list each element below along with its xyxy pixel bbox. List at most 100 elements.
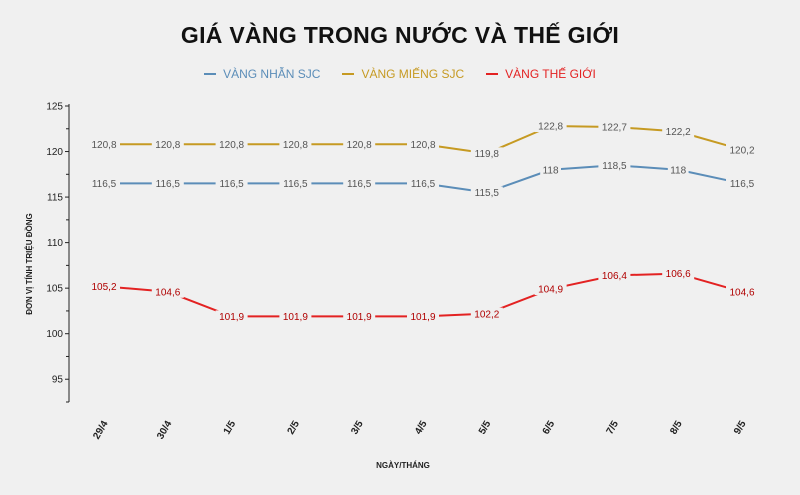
data-label-bg — [343, 177, 376, 190]
data-label: 120,8 — [219, 140, 244, 151]
data-label-bg — [151, 177, 184, 190]
data-label: 122,7 — [602, 123, 627, 134]
series-line — [103, 272, 743, 318]
data-label: 116,5 — [347, 179, 372, 190]
data-label-bg — [343, 138, 376, 151]
y-tick-label: 110 — [47, 238, 63, 249]
y-axis-title: ĐƠN VỊ TÍNH TRIỆU ĐỒNG — [24, 213, 34, 315]
data-label: 122,2 — [666, 127, 691, 138]
data-label: 106,6 — [666, 269, 691, 280]
data-label: 115,5 — [475, 188, 500, 199]
data-label: 118 — [543, 165, 559, 176]
x-tick-label: 29/4 — [91, 419, 110, 442]
data-label: 101,9 — [283, 312, 308, 323]
y-tick-label: 95 — [52, 375, 64, 386]
legend-item: VÀNG THẾ GIỚI — [486, 67, 596, 81]
data-label-bg — [726, 177, 758, 190]
legend-label: VÀNG THẾ GIỚI — [505, 67, 596, 81]
x-tick-label: 30/4 — [155, 419, 174, 442]
data-label-bg — [215, 138, 248, 151]
data-label-bg — [407, 138, 439, 151]
data-label: 104,9 — [538, 285, 563, 296]
data-label-bg — [151, 138, 184, 151]
data-label: 104,6 — [155, 287, 180, 298]
data-label-bg — [726, 143, 758, 156]
legend-label: VÀNG MIẾNG SJC — [361, 67, 465, 81]
legend-item: VÀNG MIẾNG SJC — [342, 67, 464, 81]
x-tick-label: 4/5 — [413, 419, 430, 437]
data-label-bg — [151, 285, 184, 298]
data-label-bg — [470, 147, 503, 160]
data-label: 120,8 — [410, 140, 435, 151]
y-tick-label: 100 — [46, 329, 63, 340]
data-label-bg — [279, 310, 312, 323]
data-label: 116,5 — [283, 179, 308, 190]
data-label: 120,8 — [155, 140, 180, 151]
x-tick-label: 5/5 — [477, 419, 494, 437]
x-tick-label: 3/5 — [349, 419, 366, 437]
data-label: 120,8 — [283, 140, 308, 151]
x-tick-label: 7/5 — [605, 419, 622, 437]
data-label-bg — [667, 163, 689, 176]
x-tick-label: 2/5 — [286, 419, 303, 437]
data-label-bg — [279, 177, 312, 190]
x-tick-label: 9/5 — [732, 419, 749, 437]
x-axis-title: NGÀY/THÁNG — [376, 461, 430, 470]
data-label: 118,5 — [602, 161, 627, 172]
data-label-bg — [407, 310, 439, 323]
legend-label: VÀNG NHẪN SJC — [223, 67, 321, 81]
y-tick-label: 120 — [46, 147, 63, 158]
y-tick-label: 115 — [47, 193, 63, 204]
data-label: 104,6 — [729, 287, 754, 298]
data-label-bg — [598, 159, 631, 172]
legend-swatch — [342, 73, 355, 75]
data-label-bg — [662, 267, 695, 280]
data-label-bg — [279, 138, 312, 151]
data-label: 119,8 — [475, 149, 500, 160]
data-label: 101,9 — [219, 312, 244, 323]
data-label: 106,4 — [602, 271, 627, 282]
data-label-bg — [215, 177, 248, 190]
data-label-bg — [88, 280, 120, 293]
data-label: 120,2 — [729, 145, 754, 156]
legend-swatch — [486, 73, 499, 75]
data-label-bg — [534, 120, 567, 133]
x-tick-label: 6/5 — [541, 419, 558, 437]
data-label: 116,5 — [156, 179, 181, 190]
data-label: 116,5 — [92, 179, 117, 190]
data-label: 122,8 — [538, 122, 563, 133]
x-tick-label: 1/5 — [222, 419, 239, 437]
data-label: 118 — [670, 165, 686, 176]
y-tick-label: 125 — [46, 102, 63, 113]
data-label-bg — [88, 177, 120, 190]
chart-title: GIÁ VÀNG TRONG NƯỚC VÀ THẾ GIỚI — [180, 22, 620, 48]
data-label-bg — [88, 138, 120, 151]
data-label: 116,5 — [219, 179, 244, 190]
x-tick-label: 8/5 — [668, 419, 685, 437]
data-label-bg — [598, 269, 631, 282]
data-label: 101,9 — [347, 312, 372, 323]
legend-item: VÀNG NHẪN SJC — [204, 67, 320, 81]
legend: VÀNG NHẪN SJC VÀNG MIẾNG SJC VÀNG THẾ GIỚI — [0, 67, 800, 81]
data-label-bg — [215, 310, 248, 323]
data-label-bg — [470, 307, 503, 320]
data-label-bg — [726, 285, 758, 298]
y-tick-label: 105 — [46, 284, 63, 295]
data-label: 116,5 — [730, 179, 755, 190]
data-label-bg — [407, 177, 439, 190]
data-label-bg — [534, 283, 567, 296]
data-label: 116,5 — [411, 179, 436, 190]
data-label: 120,8 — [91, 140, 116, 151]
data-label-bg — [343, 310, 376, 323]
data-label: 101,9 — [410, 312, 435, 323]
legend-swatch — [204, 73, 217, 75]
data-label-bg — [470, 186, 503, 199]
data-label: 120,8 — [347, 140, 372, 151]
data-label: 105,2 — [91, 282, 116, 293]
data-label-bg — [662, 125, 695, 138]
data-label: 102,2 — [474, 309, 499, 320]
data-label-bg — [540, 163, 561, 176]
data-label-bg — [598, 120, 631, 133]
